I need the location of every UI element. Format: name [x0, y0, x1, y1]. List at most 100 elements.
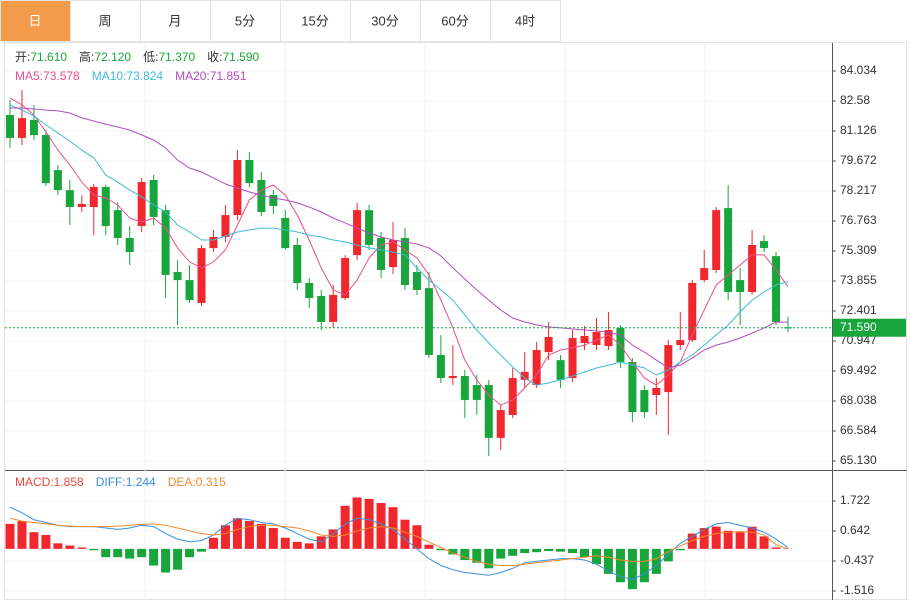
legend-value: 71.370 [158, 50, 195, 64]
tab-label[interactable]: 4时 [515, 13, 535, 28]
candle-body [784, 327, 792, 329]
macd-bar [484, 548, 494, 569]
tab-label[interactable]: 月 [168, 13, 181, 28]
candle-body [532, 350, 541, 386]
last-price-box [833, 318, 906, 337]
macd-bar [448, 548, 458, 555]
tab-bg[interactable] [280, 0, 351, 42]
tab-label[interactable]: 周 [98, 13, 111, 28]
macd-bar [412, 525, 422, 549]
candle-body [712, 210, 721, 270]
candle-body [293, 244, 302, 283]
macd-bar [173, 548, 183, 570]
candle-body [53, 170, 62, 191]
legend-label: MACD: [15, 475, 54, 489]
candle-body [113, 210, 122, 238]
tab-label[interactable]: 60分 [441, 13, 468, 28]
tab[interactable]: 月 [140, 0, 211, 42]
macd-bar [759, 536, 769, 549]
candle-body [484, 385, 493, 438]
candle-body [353, 210, 362, 256]
tab-bg[interactable] [210, 0, 281, 42]
tab-label[interactable]: 15分 [301, 13, 328, 28]
macd-bar [580, 548, 590, 558]
tab[interactable]: 5分 [210, 0, 281, 42]
tab-bg[interactable] [140, 0, 211, 42]
candle-body [149, 180, 158, 217]
candle-body [65, 190, 74, 208]
macd-bar [699, 528, 709, 549]
last-price-label: 71.590 [840, 320, 877, 334]
candle-body [89, 187, 98, 208]
tab-label[interactable]: 日 [28, 13, 41, 28]
macd-bar [639, 548, 649, 583]
candle-body [580, 335, 589, 343]
tab[interactable]: 4时 [490, 0, 561, 42]
y-tick-label: 1.722 [840, 493, 870, 507]
macd-line [9, 517, 789, 566]
y-tick-label: 68.038 [840, 393, 877, 407]
macd-bar [256, 523, 266, 549]
candle-body [185, 280, 194, 301]
tab[interactable]: 15分 [280, 0, 351, 42]
candle-body [472, 385, 481, 400]
tab-label[interactable]: 5分 [235, 13, 255, 28]
candle-body [544, 337, 553, 353]
candle-body [412, 272, 421, 290]
macd-bar [735, 532, 745, 549]
candle-body [41, 135, 50, 184]
legend-value: 1.244 [126, 475, 156, 489]
y-tick-label: -0.437 [840, 553, 874, 567]
tab[interactable]: 30分 [350, 0, 421, 42]
macd-bar [711, 526, 721, 549]
legend-label: MA5: [15, 69, 43, 83]
y-tick-label: 75.309 [840, 243, 877, 257]
macd-bar [29, 532, 39, 549]
tab-bg[interactable] [490, 0, 561, 42]
macd-bar [113, 548, 123, 558]
tab[interactable]: 日 [0, 0, 71, 42]
candle-body [125, 237, 134, 253]
candle-body [520, 371, 529, 380]
legend-value: 71.851 [210, 69, 247, 83]
candle-body [772, 256, 781, 322]
macd-bar [568, 548, 578, 554]
tab-bg[interactable] [70, 0, 141, 42]
macd-bar [185, 548, 195, 558]
legend-value: 71.590 [222, 50, 259, 64]
y-tick-label: -1.516 [840, 583, 874, 597]
candle-body [173, 272, 182, 281]
macd-bar [268, 528, 278, 549]
y-tick-label: 69.492 [840, 363, 877, 377]
legend-value: 0.315 [196, 475, 226, 489]
macd-bar [663, 548, 673, 562]
tab-label[interactable]: 30分 [371, 13, 398, 28]
candle-body [400, 237, 409, 286]
candle-body [508, 378, 517, 415]
macd-bar [125, 548, 135, 559]
candle-body [448, 376, 457, 379]
candle-body [6, 115, 14, 138]
legend: MACD:1.858 DIFF:1.244 DEA:0.315 [15, 475, 226, 489]
legend: MA5:73.578 MA10:73.824 MA20:71.851 [15, 69, 247, 83]
macd-bar [77, 547, 87, 549]
y-tick-label: 79.672 [840, 153, 877, 167]
candle-body [137, 182, 146, 227]
ma-line [9, 104, 789, 386]
legend-value: 1.858 [54, 475, 84, 489]
candle-body [365, 210, 374, 245]
y-tick-label: 0.642 [840, 523, 870, 537]
candle-body [17, 118, 26, 138]
candle-body [317, 295, 326, 322]
macd-bar [472, 548, 482, 563]
legend-label: 收: [207, 50, 222, 64]
candle-body [652, 387, 661, 395]
candle-body [257, 180, 266, 212]
tab-bg[interactable] [0, 0, 71, 42]
tab[interactable]: 周 [70, 0, 141, 42]
macd-bar [556, 548, 566, 552]
candle-body [281, 217, 290, 249]
tab[interactable]: 60分 [420, 0, 491, 42]
macd-bar [400, 519, 410, 549]
